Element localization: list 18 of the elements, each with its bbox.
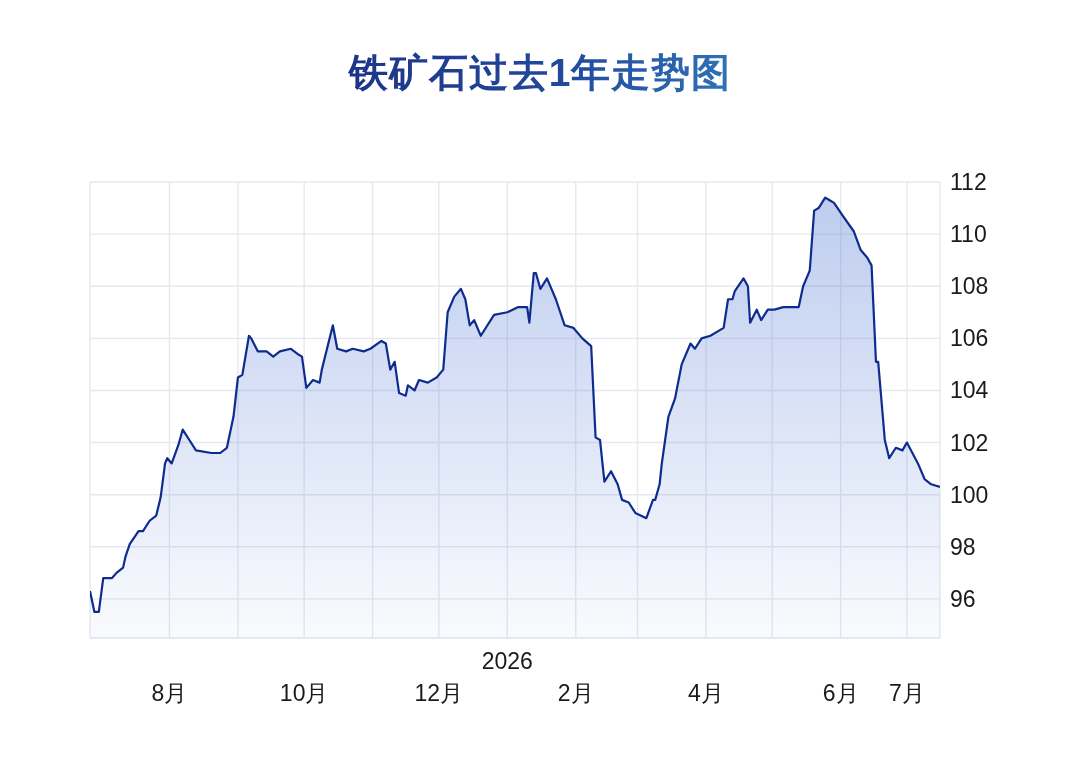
y-tick-label: 106 bbox=[950, 325, 989, 352]
x-tick-label: 2月 bbox=[557, 680, 594, 706]
text: 2026 bbox=[481, 648, 533, 674]
y-tick-label: 110 bbox=[950, 221, 987, 248]
x-tick-label: 12月 bbox=[414, 680, 464, 706]
y-tick-label: 108 bbox=[950, 273, 989, 300]
y-tick-label: 102 bbox=[950, 429, 989, 456]
x-tick-label: 10月 bbox=[279, 680, 329, 706]
chart-title: 铁矿石过去1年走势图 bbox=[346, 50, 732, 94]
y-tick-label: 112 bbox=[950, 169, 987, 195]
x-tick-label: 4月 bbox=[688, 680, 724, 706]
y-tick-label: 104 bbox=[950, 377, 989, 404]
y-tick-label: 96 bbox=[950, 585, 976, 612]
x-tick-label: 8月 bbox=[151, 680, 188, 706]
x-tick-label: 6月 bbox=[822, 680, 859, 706]
y-tick-label: 100 bbox=[950, 481, 989, 508]
y-tick-label: 98 bbox=[950, 533, 976, 560]
x-tick-label: 7月 bbox=[888, 680, 925, 706]
